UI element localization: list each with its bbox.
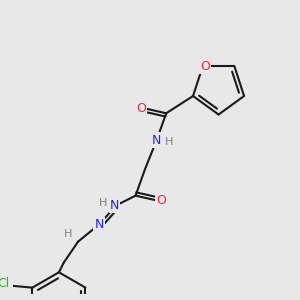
Text: Cl: Cl — [0, 277, 10, 290]
Text: O: O — [157, 194, 166, 207]
Text: O: O — [136, 102, 146, 115]
Text: N: N — [152, 134, 161, 147]
Text: H: H — [99, 198, 107, 208]
Text: N: N — [110, 199, 119, 212]
Text: H: H — [165, 137, 173, 147]
Text: O: O — [200, 59, 210, 73]
Text: N: N — [94, 218, 104, 231]
Text: H: H — [64, 229, 73, 239]
